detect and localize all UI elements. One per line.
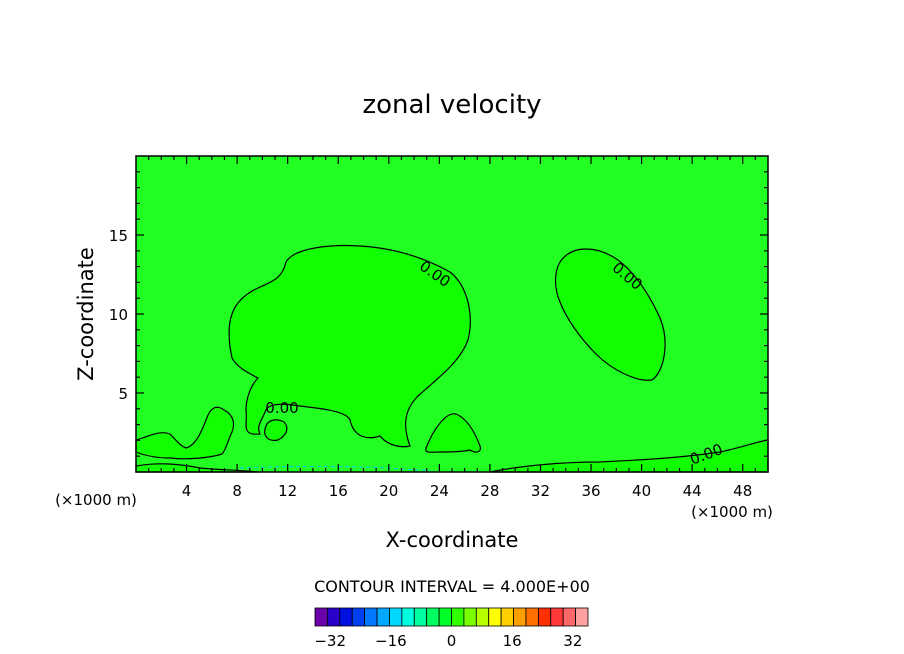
colorbar-tick-label: −16 bbox=[375, 632, 407, 650]
plot-area: 0.00 0.00 0.00 0.00 4 8 12 16 20 24 28 32 36 40 44… bbox=[109, 155, 769, 500]
colorbar-swatch bbox=[500, 607, 514, 627]
colorbar-swatch bbox=[525, 607, 539, 627]
x-tick-label: 24 bbox=[430, 482, 449, 500]
colorbar-tick-label: 32 bbox=[563, 632, 582, 650]
x-tick-label: 44 bbox=[683, 482, 702, 500]
colorbar-tick-label: 16 bbox=[503, 632, 522, 650]
contour-negative-dashed bbox=[239, 466, 431, 471]
contour-region-small-hill bbox=[425, 413, 481, 453]
colorbar-swatch bbox=[327, 607, 341, 627]
colorbar-swatch bbox=[401, 607, 415, 627]
x-tick-label: 28 bbox=[480, 482, 499, 500]
colorbar-swatch bbox=[562, 607, 576, 627]
x-tick-label: 12 bbox=[278, 482, 297, 500]
contour-region-main bbox=[228, 244, 471, 448]
contour-interval-text: CONTOUR INTERVAL = 4.000E+00 bbox=[314, 577, 590, 596]
y-axis-title: Z-coordinate bbox=[74, 247, 98, 381]
colorbar-swatch bbox=[513, 607, 527, 627]
y-tick-label: 5 bbox=[118, 385, 128, 403]
contour-label: 0.00 bbox=[265, 399, 298, 417]
colorbar-swatch bbox=[413, 607, 428, 627]
y-tick-label: 15 bbox=[109, 227, 128, 245]
x-tick-label: 20 bbox=[379, 482, 398, 500]
colorbar-swatch bbox=[463, 607, 477, 627]
colorbar-swatch bbox=[314, 607, 328, 627]
x-tick-label: 16 bbox=[329, 482, 348, 500]
x-tick-label: 40 bbox=[632, 482, 651, 500]
positive-regions bbox=[135, 244, 769, 473]
colorbar-swatch bbox=[475, 607, 490, 627]
x-tick-label: 32 bbox=[531, 482, 550, 500]
colorbar-swatch bbox=[376, 607, 390, 627]
x-unit-label-left: (×1000 m) bbox=[55, 491, 137, 509]
colorbar-swatch bbox=[550, 607, 564, 627]
colorbar-swatch bbox=[537, 607, 552, 627]
x-axis-title: X-coordinate bbox=[386, 528, 519, 552]
colorbar-tick-label: −32 bbox=[314, 632, 346, 650]
x-tick-label: 8 bbox=[232, 482, 242, 500]
colorbar-swatch bbox=[488, 607, 502, 627]
colorbar-swatch bbox=[575, 607, 589, 627]
y-tick-labels: 5 10 15 bbox=[109, 227, 128, 403]
y-tick-label: 10 bbox=[109, 306, 128, 324]
x-tick-label: 48 bbox=[733, 482, 752, 500]
contour-region-bottom-strip bbox=[489, 439, 769, 473]
x-unit-label-right: (×1000 m) bbox=[691, 503, 773, 521]
x-tick-labels: 4 8 12 16 20 24 28 32 36 40 44 48 bbox=[182, 482, 752, 500]
contour-region-left-fringe bbox=[135, 406, 235, 460]
colorbar-swatch bbox=[339, 607, 353, 627]
colorbar-swatch bbox=[451, 607, 465, 627]
colorbar-swatch bbox=[438, 607, 452, 627]
colorbar-swatch bbox=[364, 607, 378, 627]
colorbar-swatch bbox=[351, 607, 366, 627]
colorbar-tick-label: 0 bbox=[447, 632, 457, 650]
colorbar-swatch bbox=[389, 607, 403, 627]
x-tick-label: 36 bbox=[581, 482, 600, 500]
colorbar-swatch bbox=[426, 607, 440, 627]
axis-ticks bbox=[136, 156, 768, 472]
chart-title: zonal velocity bbox=[362, 90, 541, 120]
contour-region-right bbox=[554, 248, 666, 381]
contour-region-inner-bump bbox=[264, 419, 288, 441]
colorbar bbox=[314, 607, 589, 627]
colorbar-labels: −32 −16 0 16 32 bbox=[314, 632, 582, 650]
x-tick-label: 4 bbox=[182, 482, 192, 500]
